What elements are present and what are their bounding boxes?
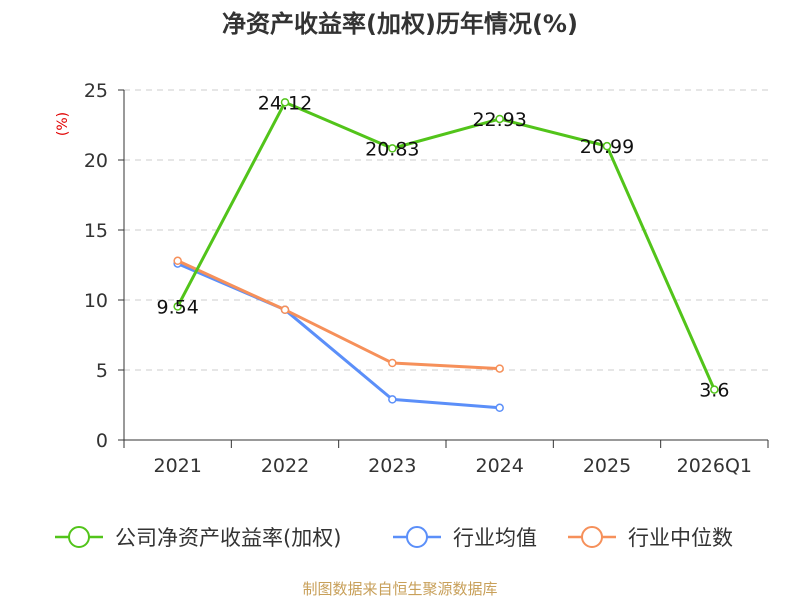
- data-label: 22.93: [472, 109, 526, 131]
- legend-marker: [406, 526, 428, 548]
- data-point: [280, 98, 290, 107]
- source-note: 制图数据来自恒生聚源数据库: [302, 580, 497, 598]
- data-point: [173, 302, 182, 311]
- data-label: 9.54: [157, 296, 199, 318]
- data-label: 20.99: [580, 136, 634, 158]
- data-point: [388, 144, 397, 153]
- y-tick-label: 10: [84, 290, 108, 312]
- x-tick-label: 2026Q1: [677, 455, 752, 477]
- x-tick-label: 2024: [475, 455, 523, 477]
- data-point: [495, 114, 504, 124]
- data-labels: 9.54 24.12 20.83 22.93 20.99 3.6: [157, 92, 730, 401]
- data-label: 3.6: [699, 380, 729, 402]
- grid-lines: [124, 89, 768, 371]
- y-tick-label: 25: [84, 80, 108, 102]
- data-label: 20.83: [365, 138, 419, 160]
- chart-title: 净资产收益率(加权)历年情况(%): [222, 10, 578, 38]
- legend: 公司净资产收益率(加权) 行业均值 行业中位数: [55, 526, 733, 550]
- data-point: [388, 358, 397, 368]
- legend-marker: [68, 526, 90, 548]
- data-label: 24.12: [258, 92, 312, 114]
- legend-label: 公司净资产收益率(加权): [115, 526, 341, 550]
- data-point: [710, 385, 719, 394]
- x-tick-label: 2022: [261, 455, 309, 477]
- data-point: [173, 256, 182, 266]
- x-tick-label: 2021: [153, 455, 201, 477]
- data-point: [388, 395, 397, 404]
- data-point: [495, 403, 504, 413]
- x-tick-label: 2023: [368, 455, 416, 477]
- y-tick-label: 15: [84, 220, 108, 242]
- series-group: [173, 98, 719, 413]
- legend-label: 行业中位数: [628, 526, 733, 550]
- data-point: [602, 141, 612, 151]
- data-point: [495, 364, 504, 373]
- legend-label: 行业均值: [453, 526, 537, 550]
- y-axis-label: (%): [55, 112, 71, 136]
- series-line: [176, 100, 716, 391]
- y-tick-label: 20: [84, 150, 108, 172]
- legend-marker: [581, 526, 603, 548]
- data-point: [280, 305, 290, 315]
- series-line: [177, 259, 500, 371]
- x-tick-label: 2025: [583, 455, 631, 477]
- y-tick-label: 0: [96, 430, 108, 452]
- y-tick-label: 5: [96, 360, 108, 382]
